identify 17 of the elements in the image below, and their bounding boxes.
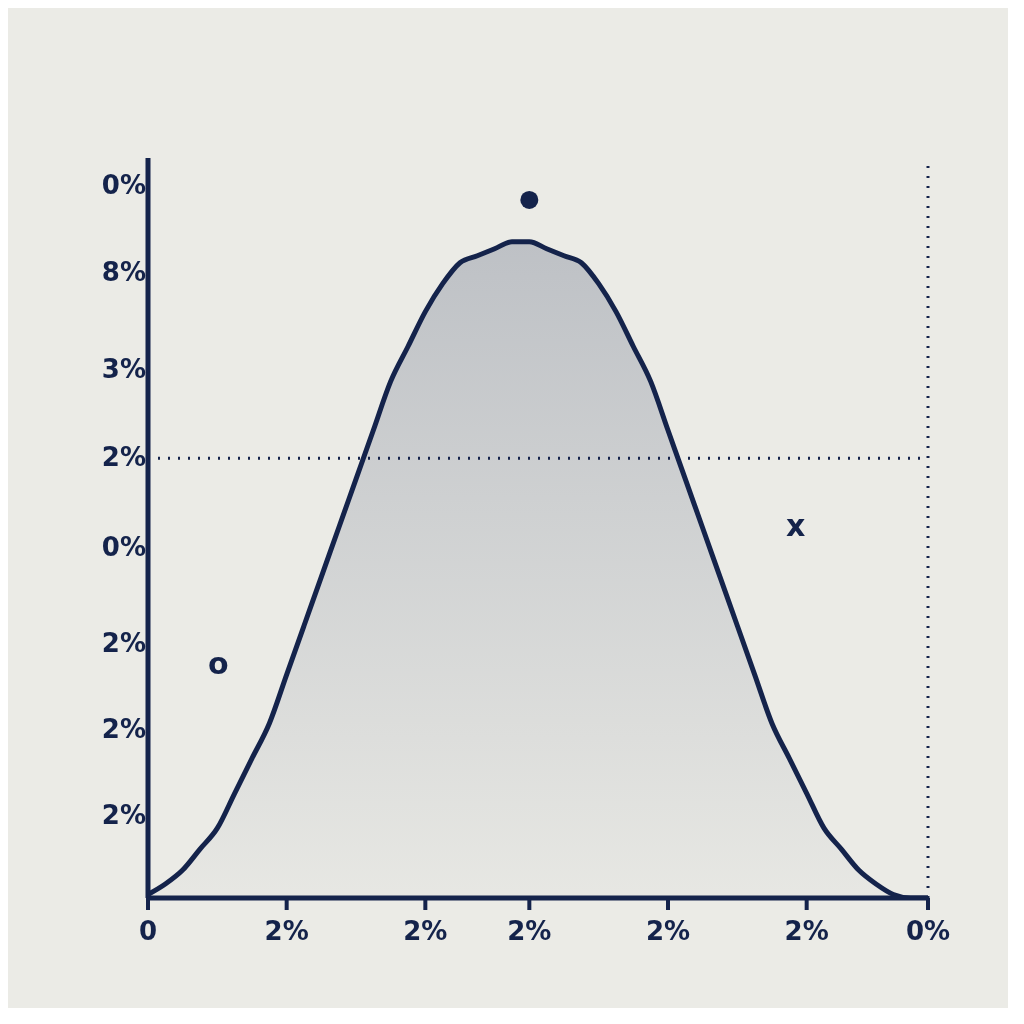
text: 2%: [100, 628, 146, 658]
text: 3%: [100, 354, 146, 384]
annotation: x: [786, 508, 806, 543]
text: 2%: [100, 442, 146, 472]
x-tick-label: 2%: [784, 916, 829, 946]
x-tick-label: 2%: [645, 916, 691, 946]
annotation: o: [208, 646, 229, 681]
x-tick-label: 0%: [905, 916, 951, 946]
text: 2%: [100, 714, 146, 744]
x-tick-label: 0: [138, 916, 158, 946]
x-tick-label: 2%: [507, 916, 552, 946]
text: 0%: [100, 170, 146, 200]
text: 2%: [100, 800, 146, 830]
text: 8%: [100, 257, 146, 287]
text: 0%: [100, 532, 146, 562]
x-tick-label: 2%: [403, 916, 448, 946]
x-tick-label: 2%: [264, 916, 309, 946]
